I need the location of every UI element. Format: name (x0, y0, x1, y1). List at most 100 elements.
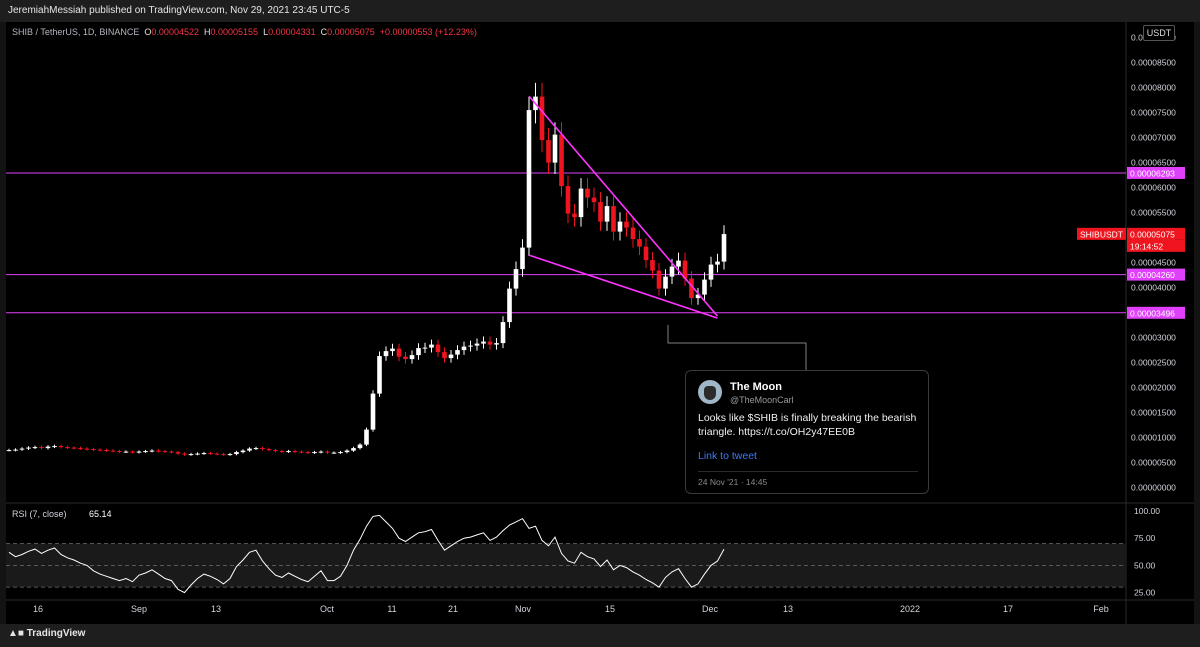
candle-body (234, 452, 239, 455)
candle-body (175, 452, 181, 454)
candle-body (318, 451, 324, 453)
rsi-tick-label: 50.00 (1134, 560, 1156, 570)
candle-body (364, 429, 369, 445)
candle-body (130, 451, 135, 453)
candle-body (26, 447, 31, 449)
candle-body (305, 452, 311, 454)
tradingview-brand: ▲■ TradingView (8, 628, 85, 639)
candle-body (338, 452, 343, 454)
price-tick-label: 0.00000000 (1131, 483, 1176, 493)
candle-body (344, 450, 350, 453)
price-label-last: 0.00005075 (1130, 229, 1175, 239)
time-tick-label: 16 (33, 604, 43, 614)
time-tick-label: 15 (605, 604, 615, 614)
price-tick-label: 0.00002500 (1131, 358, 1176, 368)
candle-body (546, 140, 551, 163)
price-label-bg-symbol (1077, 227, 1126, 240)
candle-body (279, 451, 285, 453)
price-label-countdown: 19:14:52 (1130, 241, 1163, 251)
tweet-link[interactable]: Link to tweet (698, 450, 757, 462)
candle-body (565, 186, 571, 214)
candle-body (494, 343, 499, 345)
candle-body (351, 448, 356, 451)
candle-body (409, 355, 415, 360)
candle-body (162, 451, 168, 453)
candle-body (552, 134, 558, 163)
price-label-bg-level (1127, 166, 1185, 179)
candle-body (435, 344, 441, 353)
candle-body (539, 96, 545, 141)
candle-body (312, 452, 317, 454)
candle-body (370, 393, 376, 430)
candle-body (611, 206, 616, 232)
price-label-level: 0.00006293 (1130, 168, 1175, 178)
candle-body (669, 266, 675, 277)
candle-body (19, 448, 25, 450)
candle-body (84, 448, 90, 450)
candle-body (598, 202, 603, 222)
tweet-callout-line (667, 325, 807, 370)
candle-body (416, 348, 421, 356)
candle-body (201, 453, 207, 455)
rsi-tick-label: 25.00 (1134, 588, 1156, 598)
tweet-date: 24 Nov '21 · 14:45 (698, 477, 768, 487)
candle-body (383, 351, 389, 357)
publish-text: JeremiahMessiah published on TradingView… (8, 5, 350, 16)
candle-body (227, 454, 233, 456)
candle-body (97, 449, 103, 451)
candle-body (578, 188, 584, 218)
tweet-author-name: The Moon (730, 381, 782, 393)
candle-body (650, 260, 655, 271)
open-key: O (144, 27, 152, 37)
price-label-symbol: SHIBUSDT (1080, 229, 1123, 239)
candle-body (656, 270, 662, 289)
candle-body (663, 276, 668, 289)
high-value: 0.00005155 (210, 27, 259, 37)
currency-button[interactable]: USDT (1143, 25, 1175, 41)
candle-body (461, 346, 467, 351)
price-label-level: 0.00003496 (1130, 308, 1175, 318)
price-tick-label: 0.00002000 (1131, 383, 1176, 393)
candle-body (260, 448, 265, 450)
candle-body (136, 451, 142, 453)
rsi-tick-label: 100.00 (1134, 506, 1160, 516)
candle-body (71, 447, 77, 449)
candle-body (591, 197, 597, 203)
candle-body (682, 260, 688, 279)
candle-body (104, 450, 109, 452)
candle-body (266, 449, 272, 451)
time-tick-label: Nov (515, 604, 532, 614)
rsi-line (8, 514, 725, 594)
price-tick-label: 0.00005500 (1131, 208, 1176, 218)
candle-body (442, 352, 447, 359)
trendline-upper (528, 95, 719, 317)
candle-body (630, 227, 636, 240)
footer-bar (0, 624, 1200, 647)
candle-body (156, 450, 161, 452)
rsi-value: 65.14 (89, 509, 112, 519)
low-value: 0.00004331 (268, 27, 316, 37)
time-tick-label: Dec (702, 604, 719, 614)
candle-body (299, 451, 304, 453)
candle-body (13, 449, 18, 451)
candle-body (643, 246, 649, 261)
candle-body (286, 451, 291, 453)
candle-body (520, 247, 525, 270)
candle-body (292, 451, 298, 453)
candle-body (676, 260, 681, 267)
price-tick-label: 0.00001500 (1131, 408, 1176, 418)
trendline-lower (528, 254, 718, 319)
tweet-text: Looks like $SHIB is finally breaking the… (698, 412, 917, 438)
rsi-tick-label: 75.00 (1134, 533, 1156, 543)
price-label-bg-last (1127, 227, 1185, 240)
high-key: H (204, 27, 211, 37)
price-tick-label: 0.00007500 (1131, 108, 1176, 118)
candle-body (455, 350, 460, 355)
candle-body (52, 446, 57, 448)
time-tick-label: 2022 (900, 604, 920, 614)
candle-body (721, 234, 727, 262)
price-tick-label: 0.00004500 (1131, 258, 1176, 268)
time-tick-label: 21 (448, 604, 458, 614)
tweet-author-handle: @TheMoonCarl (730, 395, 794, 405)
